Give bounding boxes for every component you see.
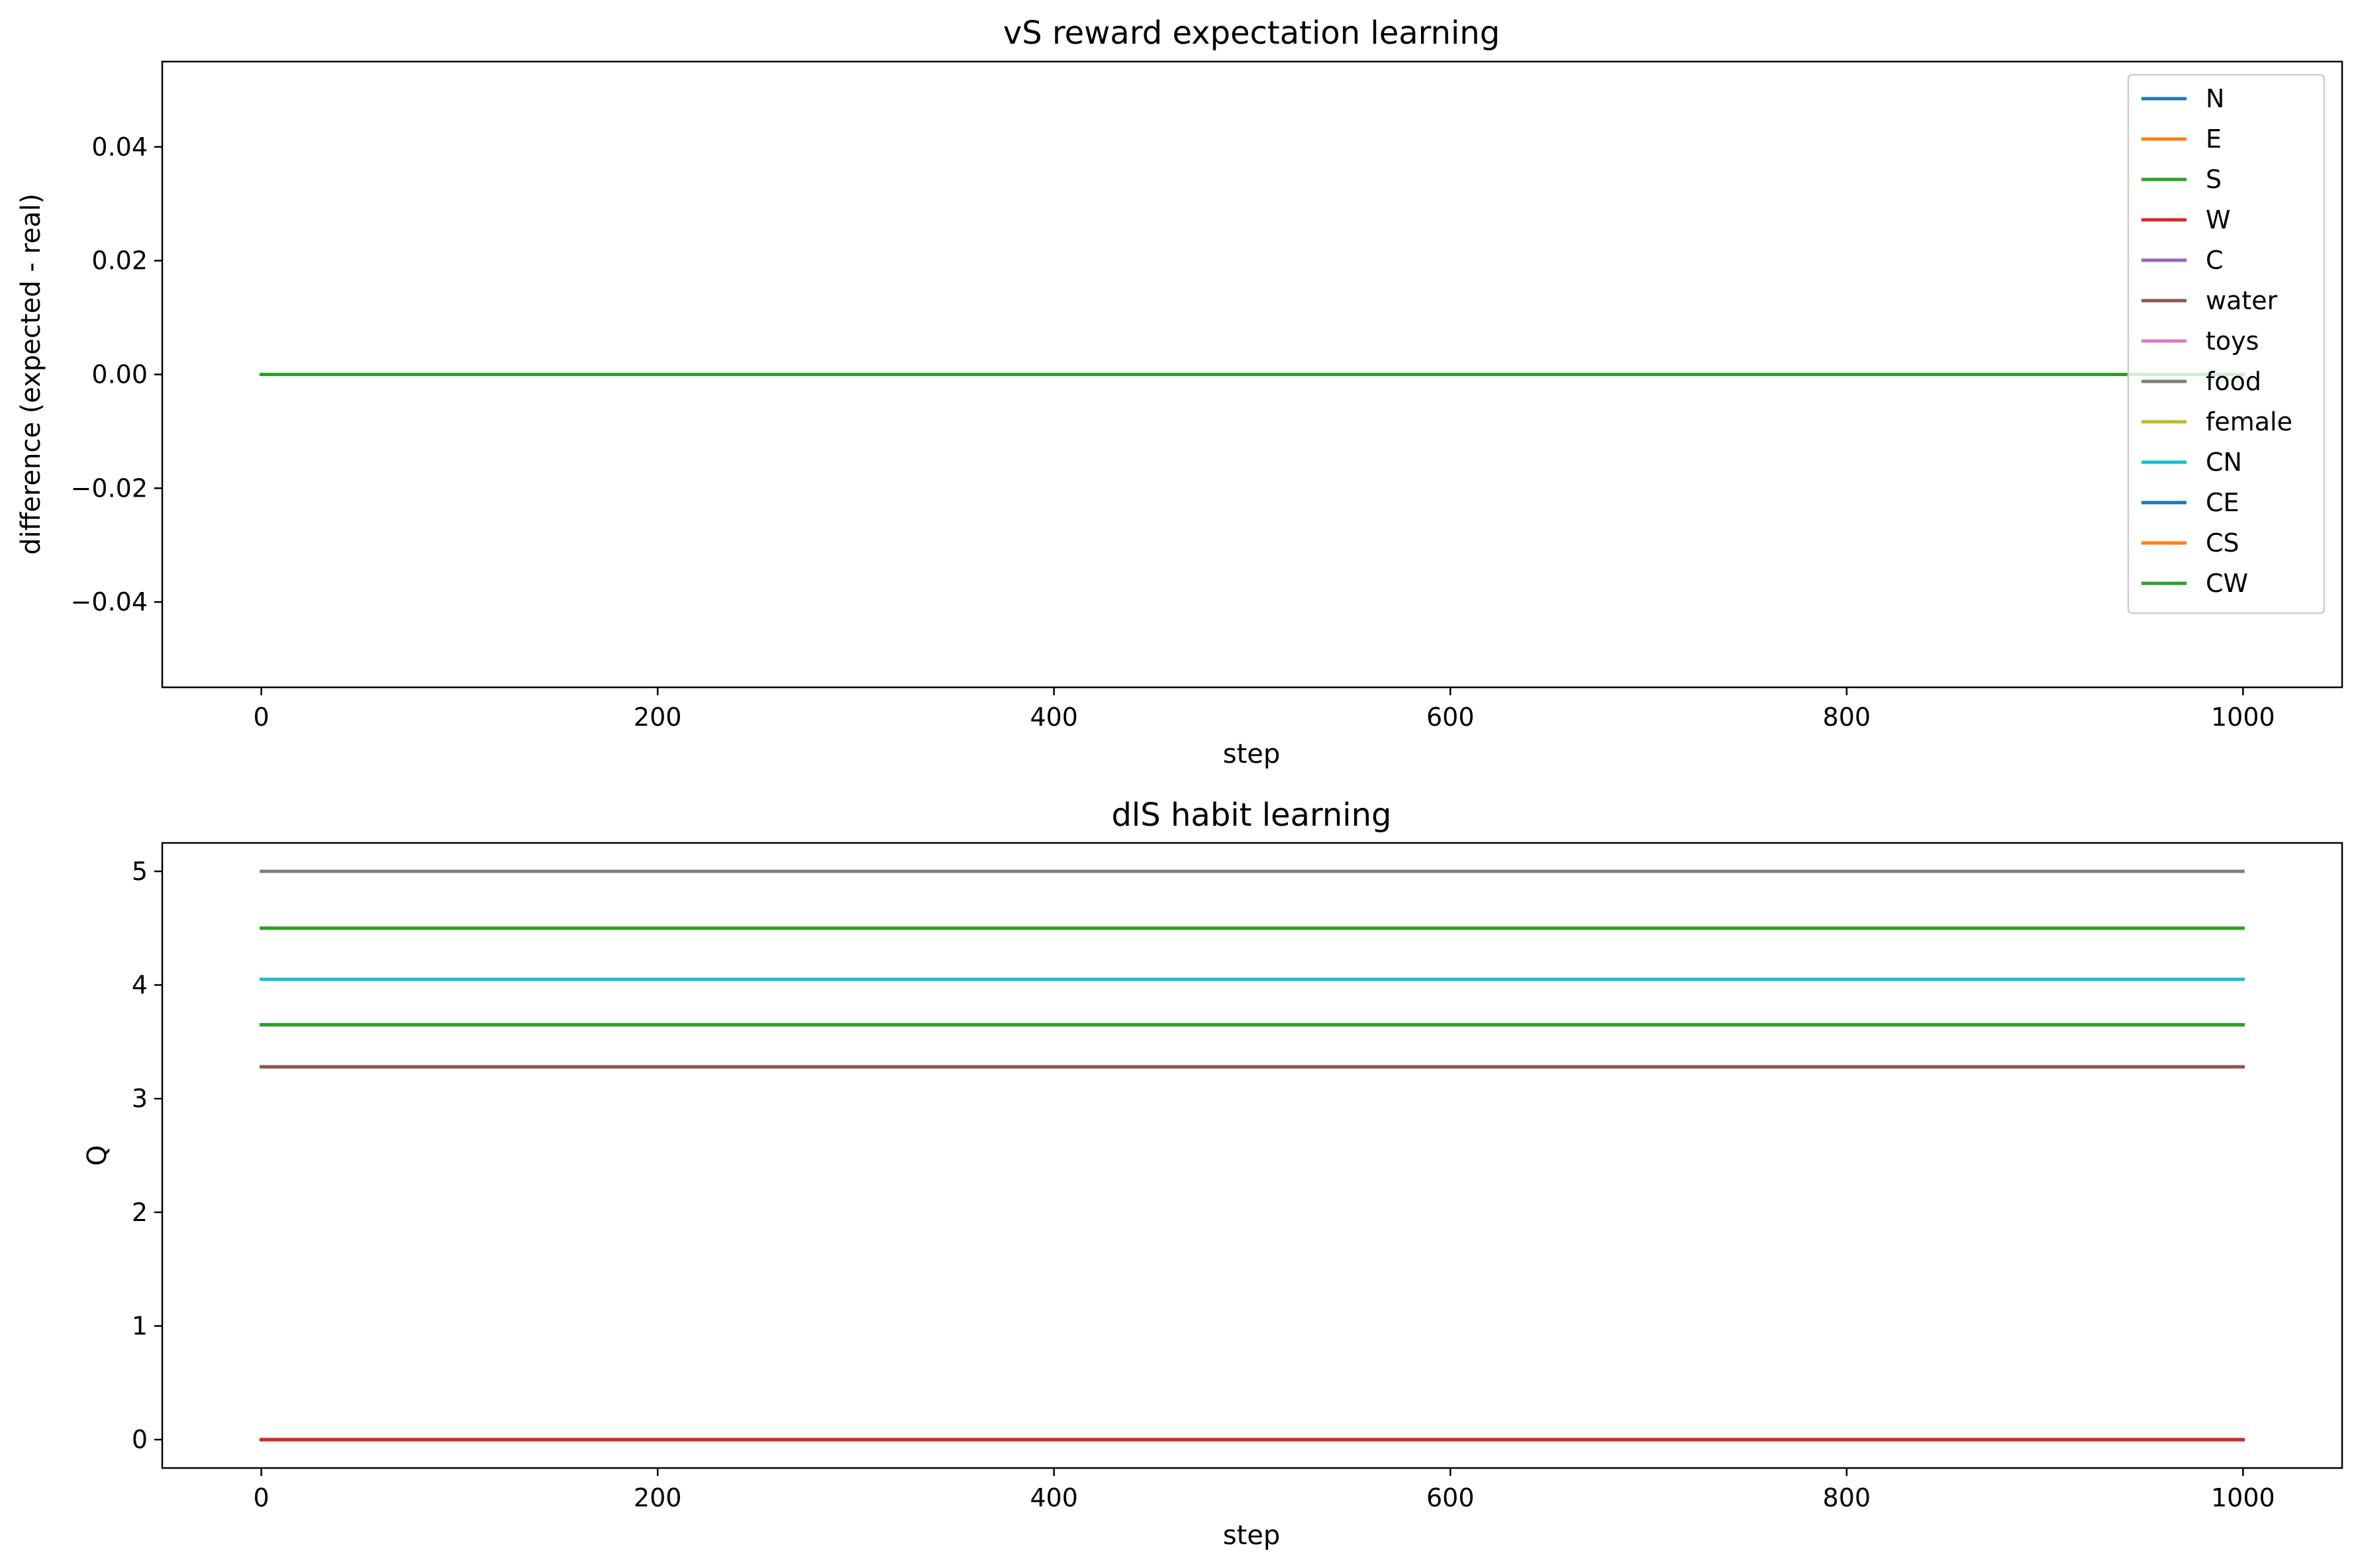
x-axis-label: step — [1223, 1520, 1281, 1551]
chart-title: vS reward expectation learning — [1003, 15, 1500, 52]
legend-label-food: food — [2206, 367, 2261, 396]
x-tick-label: 1000 — [2211, 1483, 2275, 1512]
chart-vs-reward-expectation: vS reward expectation learning step diff… — [16, 15, 2343, 769]
plot-area: 0 200 400 600 800 1000 0 1 2 3 4 5 — [132, 842, 2343, 1512]
x-tick-label: 0 — [254, 1483, 270, 1512]
legend-label-water: water — [2206, 286, 2278, 315]
y-tick-label: 0 — [132, 1425, 148, 1454]
legend-label-n: N — [2206, 84, 2224, 113]
x-tick-label: 800 — [1823, 703, 1871, 732]
y-tick-label: 3 — [132, 1084, 148, 1113]
chart-title: dlS habit learning — [1111, 797, 1391, 834]
series-layer — [260, 869, 2245, 1442]
x-axis-label: step — [1223, 739, 1281, 769]
legend-label-toys: toys — [2206, 326, 2259, 356]
y-tick-label: 0.04 — [91, 132, 148, 162]
legend-label-cw: CW — [2206, 569, 2248, 598]
y-tick-label: −0.02 — [71, 473, 148, 503]
legend-label-ce: CE — [2206, 488, 2239, 517]
x-tick-label: 200 — [634, 703, 682, 732]
legend-label-e: E — [2206, 124, 2222, 154]
y-axis-label: difference (expected - real) — [16, 193, 46, 555]
y-tick-label: 0.00 — [91, 360, 148, 389]
chart-dls-habit-learning: dlS habit learning step Q 0 200 400 600 800 1… — [82, 797, 2343, 1551]
y-tick-label: 1 — [132, 1311, 148, 1340]
legend-box — [2127, 74, 2326, 614]
legend-label-cn: CN — [2206, 448, 2242, 477]
y-tick-label: 5 — [132, 857, 148, 886]
x-tick-label: 0 — [254, 703, 270, 732]
legend-label-s: S — [2206, 165, 2222, 194]
y-tick-label: −0.04 — [71, 587, 148, 616]
x-tick-label: 800 — [1823, 1483, 1871, 1512]
x-tick-label: 200 — [634, 1483, 682, 1512]
axes-frame — [161, 842, 2343, 1469]
y-tick-label: 0.02 — [91, 246, 148, 275]
x-tick-label: 600 — [1426, 703, 1475, 732]
plot-area: 0 200 400 600 800 1000 −0.04 −0.02 0.00 0.02 0.04 N… — [71, 60, 2343, 732]
y-axis-label: Q — [82, 1145, 113, 1165]
x-tick-label: 400 — [1030, 1483, 1078, 1512]
y-tick-label: 4 — [132, 971, 148, 1000]
legend-label-c: C — [2206, 246, 2224, 275]
legend-label-cs: CS — [2206, 528, 2239, 558]
x-tick-label: 400 — [1030, 703, 1078, 732]
y-tick-label: 2 — [132, 1198, 148, 1227]
legend-label-w: W — [2206, 205, 2231, 234]
x-tick-label: 1000 — [2211, 703, 2275, 732]
x-tick-label: 600 — [1426, 1483, 1475, 1512]
legend-label-female: female — [2206, 407, 2292, 436]
